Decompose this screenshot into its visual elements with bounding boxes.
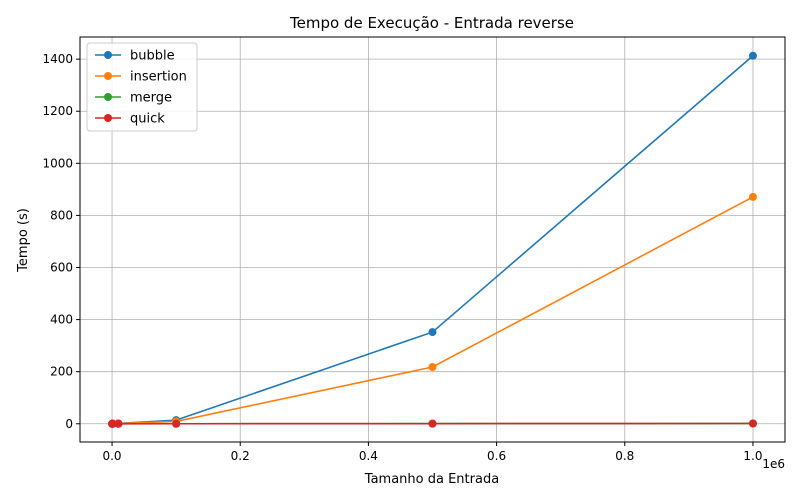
legend-swatch-marker <box>104 93 112 101</box>
x-axis-label: Tamanho da Entrada <box>364 472 499 487</box>
legend-label: bubble <box>130 49 175 64</box>
x-axis-offset-label: 1e6 <box>762 457 785 471</box>
data-point-quick <box>108 419 117 428</box>
legend-entry-insertion: insertion <box>95 70 187 85</box>
chart-title: Tempo de Execução - Entrada reverse <box>289 14 574 32</box>
legend-label: quick <box>130 112 165 127</box>
legend-swatch-marker <box>104 114 112 122</box>
x-tick-label: 1.0 <box>743 449 762 463</box>
y-tick-label: 1000 <box>42 156 73 170</box>
x-tick-label: 0.4 <box>359 449 378 463</box>
legend-entry-bubble: bubble <box>95 49 175 64</box>
y-tick-label: 1400 <box>42 52 73 66</box>
x-axis-ticks: 0.0 0.2 0.4 0.6 0.8 1.0 <box>102 442 763 463</box>
y-tick-label: 200 <box>50 365 73 379</box>
x-tick-label: 0.6 <box>487 449 506 463</box>
data-point-insertion <box>748 192 757 201</box>
y-tick-label: 400 <box>50 313 73 327</box>
plot-frame <box>79 36 786 443</box>
x-tick-label: 0.0 <box>102 449 121 463</box>
series-layer <box>108 51 757 428</box>
legend-label: merge <box>130 91 172 106</box>
legend-entry-merge: merge <box>95 91 172 106</box>
data-point-quick <box>428 419 437 428</box>
y-tick-label: 1200 <box>42 104 73 118</box>
y-axis-ticks: 0 200 400 600 800 1000 1200 1400 <box>42 52 80 431</box>
data-point-quick <box>748 419 757 428</box>
y-tick-label: 0 <box>65 417 73 431</box>
y-tick-label: 600 <box>50 260 73 274</box>
legend-entry-quick: quick <box>95 112 165 127</box>
legend-swatch-marker <box>104 72 112 80</box>
series-quick <box>108 419 757 428</box>
legend-box <box>86 42 198 132</box>
data-point-quick <box>172 419 181 428</box>
legend: bubble insertion merge quick <box>86 42 198 132</box>
data-point-insertion <box>428 362 437 371</box>
grid <box>80 37 785 442</box>
x-tick-label: 0.2 <box>231 449 250 463</box>
y-tick-label: 800 <box>50 208 73 222</box>
legend-swatch-marker <box>104 51 112 59</box>
data-point-quick <box>114 419 123 428</box>
data-point-bubble <box>428 328 437 337</box>
legend-label: insertion <box>130 70 187 85</box>
y-axis-label: Tempo (s) <box>16 208 31 273</box>
x-tick-label: 0.8 <box>615 449 634 463</box>
data-point-bubble <box>748 51 757 60</box>
